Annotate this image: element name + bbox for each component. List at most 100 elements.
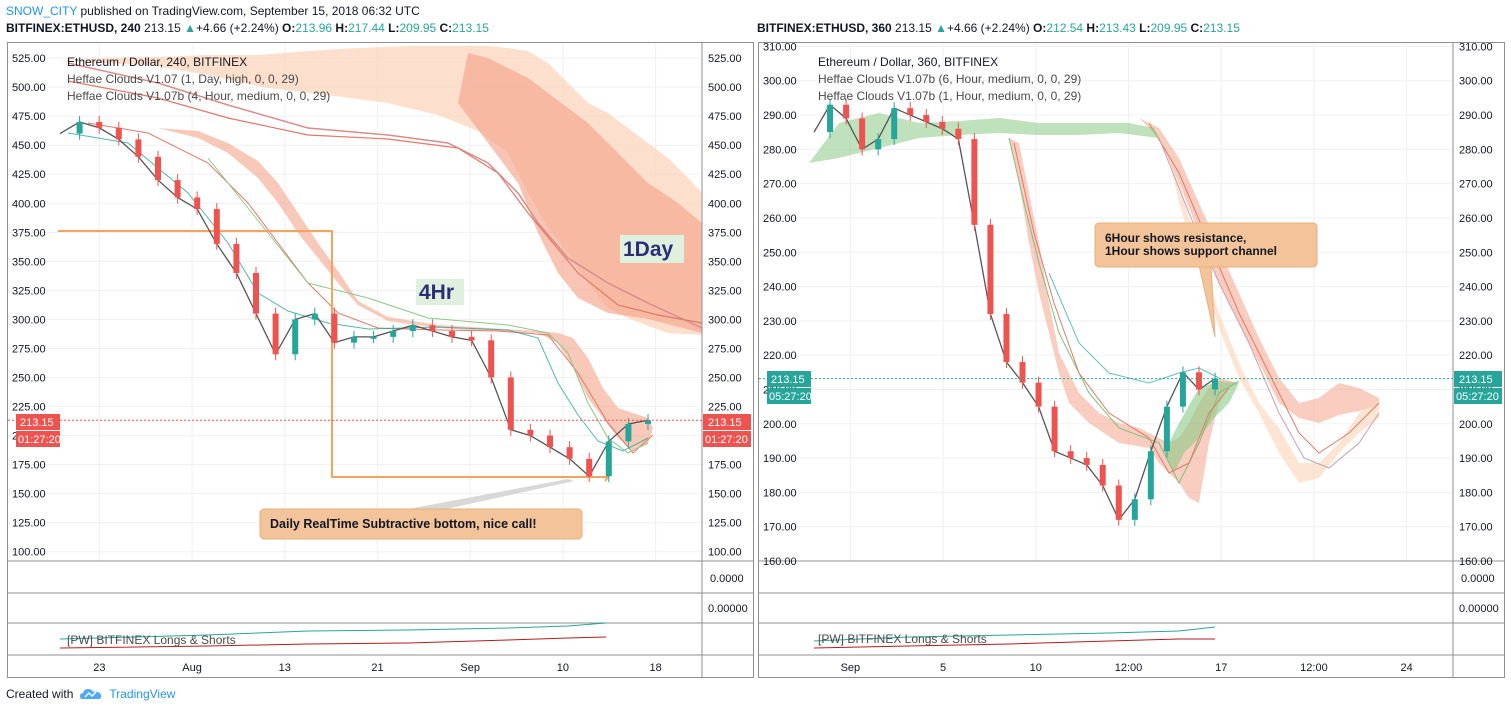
candle-body bbox=[1083, 458, 1090, 465]
left-indicator-1[interactable]: Heffae Clouds V1.07 (1, Day, high, 0, 0,… bbox=[67, 72, 299, 86]
y-tick-right: 160.00 bbox=[1459, 556, 1493, 568]
right-close: 213.15 bbox=[1203, 21, 1240, 35]
right-price-line bbox=[813, 103, 1216, 522]
left-chart-panel[interactable]: 525.00 525.00 500.00 500.00 475.00 475.00 450.… bbox=[7, 42, 754, 678]
y-tick-left: 220.00 bbox=[763, 350, 797, 362]
candle-body bbox=[1131, 499, 1138, 520]
y-tick-left: 500.00 bbox=[12, 82, 46, 94]
y-tick-left: 240.00 bbox=[763, 282, 797, 294]
created-with-text: Created with bbox=[6, 687, 74, 701]
y-tick-right: 400.00 bbox=[708, 198, 742, 210]
y-tick-right: 290.00 bbox=[1459, 110, 1493, 122]
x-tick: 18 bbox=[650, 662, 662, 674]
callout-box[interactable] bbox=[259, 508, 583, 540]
right-candles bbox=[827, 98, 1218, 526]
y-tick-left: 190.00 bbox=[763, 453, 797, 465]
y-tick-left: 525.00 bbox=[12, 53, 46, 65]
candle-body bbox=[1212, 378, 1218, 390]
left-indicator-2[interactable]: Heffae Clouds V1.07b (4, Hour, medium, 0… bbox=[67, 89, 330, 103]
x-tick: 21 bbox=[371, 662, 383, 674]
candle-body bbox=[1179, 372, 1186, 407]
up-arrow-icon: ▲ bbox=[935, 21, 947, 35]
left-high: 217.44 bbox=[348, 21, 385, 35]
y-tick-left: 280.00 bbox=[763, 144, 797, 156]
y-tick-left: 160.00 bbox=[763, 556, 797, 568]
candle-body bbox=[1099, 464, 1106, 486]
right-chart-panel[interactable]: 310.00 310.00 300.00 300.00 290.00 290.00 280.… bbox=[758, 41, 1505, 678]
right-sub2-value: 0.00000 bbox=[1459, 603, 1499, 615]
callout-text: Daily RealTime Subtractive bottom, nice … bbox=[270, 517, 537, 531]
y-tick-left: 250.00 bbox=[12, 372, 46, 384]
left-countdown-left bbox=[16, 431, 60, 447]
y-tick-right: 260.00 bbox=[1459, 213, 1493, 225]
right-y-axis[interactable]: 310.00 310.00 300.00 300.00 290.00 290.00 280.… bbox=[763, 41, 1493, 568]
candle-body bbox=[1003, 314, 1010, 363]
candle-body bbox=[213, 209, 220, 244]
y-tick-right: 230.00 bbox=[1459, 316, 1493, 328]
y-tick-right: 100.00 bbox=[708, 547, 742, 559]
y-tick-right: 310.00 bbox=[1459, 43, 1493, 53]
candle-body bbox=[1051, 406, 1058, 452]
left-close: 213.15 bbox=[452, 21, 489, 35]
right-chart-title: Ethereum / Dollar, 360, BITFINEX bbox=[818, 55, 998, 69]
y-tick-right: 500.00 bbox=[708, 82, 742, 94]
candle-body bbox=[233, 243, 240, 273]
y-tick-left: 325.00 bbox=[12, 285, 46, 297]
candle-body bbox=[1019, 362, 1026, 383]
candle-body bbox=[135, 139, 142, 157]
candle-body bbox=[468, 336, 475, 341]
left-change: +4.66 (+2.24%) bbox=[195, 21, 279, 35]
published-text: published on TradingView.com, September … bbox=[80, 4, 420, 18]
y-tick-right: 525.00 bbox=[708, 53, 742, 65]
y-tick-left: 260.00 bbox=[763, 213, 797, 225]
left-longs-line bbox=[59, 622, 607, 640]
right-callout-line1: 6Hour shows resistance, bbox=[1105, 231, 1246, 245]
y-tick-left: 310.00 bbox=[763, 43, 797, 53]
y-tick-right: 190.00 bbox=[1459, 453, 1493, 465]
left-sub3-label[interactable]: [PW] BITFINEX Longs & Shorts bbox=[67, 633, 236, 647]
right-change: +4.66 (+2.24%) bbox=[946, 21, 1030, 35]
right-open: 212.54 bbox=[1046, 21, 1084, 35]
right-chart-svg[interactable]: 310.00 310.00 300.00 300.00 290.00 290.00 280.… bbox=[759, 41, 1504, 677]
left-open: 213.96 bbox=[295, 21, 333, 35]
candle-body bbox=[311, 313, 318, 320]
candle-body bbox=[923, 115, 930, 122]
y-tick-left: 100.00 bbox=[12, 547, 46, 559]
right-callout-box[interactable] bbox=[1094, 222, 1318, 268]
footer: Created with TradingView bbox=[6, 687, 175, 701]
left-x-axis[interactable]: 23 Aug 13 21 Sep 10 18 bbox=[93, 662, 662, 674]
up-arrow-icon: ▲ bbox=[184, 21, 196, 35]
y-tick-left: 230.00 bbox=[763, 316, 797, 328]
candle-body bbox=[253, 272, 259, 314]
x-tick: 12:00 bbox=[1300, 662, 1328, 674]
author-link[interactable]: SNOW_CITY bbox=[6, 4, 78, 18]
x-tick: Sep bbox=[841, 662, 861, 674]
right-longs-line bbox=[813, 626, 1216, 642]
y-tick-right: 200.00 bbox=[1459, 419, 1493, 431]
x-tick: 10 bbox=[1030, 662, 1042, 674]
y-tick-left: 225.00 bbox=[12, 402, 46, 414]
right-indicator-2[interactable]: Heffae Clouds V1.07b (1, Hour, medium, 0… bbox=[818, 89, 1081, 103]
y-tick-right: 350.00 bbox=[708, 256, 742, 268]
left-low: 209.95 bbox=[399, 21, 437, 35]
candle-body bbox=[955, 128, 962, 140]
candle-body bbox=[605, 441, 612, 477]
candle-body bbox=[1035, 382, 1042, 407]
right-x-axis[interactable]: Sep 5 10 12:00 17 12:00 24 bbox=[841, 662, 1413, 674]
candle-body bbox=[971, 139, 978, 225]
x-tick: 13 bbox=[279, 662, 291, 674]
y-tick-left: 450.00 bbox=[12, 140, 46, 152]
left-symbol-line: BITFINEX:ETHUSD, 240 213.15 ▲+4.66 (+2.2… bbox=[6, 21, 489, 35]
left-chart-title: Ethereum / Dollar, 240, BITFINEX bbox=[67, 55, 247, 69]
y-tick-right: 175.00 bbox=[708, 460, 742, 472]
right-indicator-1[interactable]: Heffae Clouds V1.07b (6, Hour, medium, 0… bbox=[818, 72, 1081, 86]
candle-body bbox=[1163, 406, 1170, 452]
left-chart-svg[interactable]: 525.00 525.00 500.00 500.00 475.00 475.00 450.… bbox=[8, 43, 753, 677]
right-sub3-label[interactable]: [PW] BITFINEX Longs & Shorts bbox=[818, 632, 987, 646]
left-sub2-value: 0.00000 bbox=[708, 603, 748, 615]
tradingview-link[interactable]: TradingView bbox=[109, 687, 176, 701]
y-tick-right: 240.00 bbox=[1459, 282, 1493, 294]
x-tick: 5 bbox=[940, 662, 946, 674]
candle-body bbox=[115, 127, 122, 140]
label-4hr-bg bbox=[416, 279, 464, 305]
